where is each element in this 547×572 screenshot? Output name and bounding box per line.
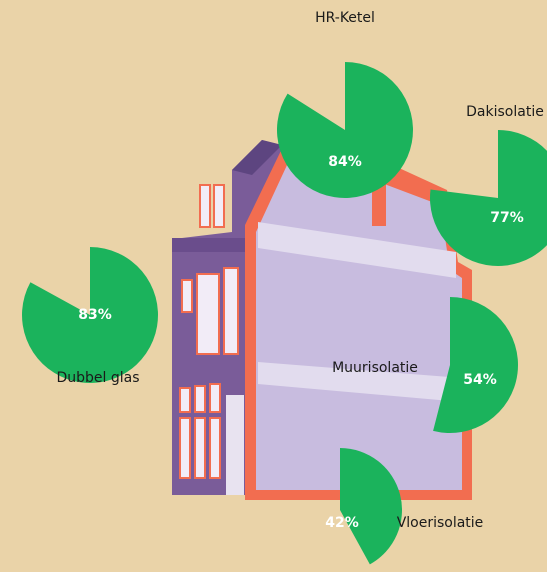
pie-title: HR-Ketel xyxy=(315,10,375,26)
value-label: 42% xyxy=(325,515,359,531)
chimney xyxy=(372,182,386,226)
house xyxy=(172,128,472,500)
pie-slice xyxy=(22,247,159,383)
cornice xyxy=(172,238,246,252)
value-label: 84% xyxy=(328,154,362,170)
value-label: 54% xyxy=(463,372,497,388)
windows xyxy=(179,184,239,479)
value-label: 83% xyxy=(78,307,112,323)
pie-title: Vloerisolatie xyxy=(397,515,484,531)
band xyxy=(258,362,462,402)
door xyxy=(226,395,244,495)
dormer-roof xyxy=(232,140,282,175)
value-label: 77% xyxy=(490,210,524,226)
pie-title: Muurisolatie xyxy=(332,360,418,376)
pie-slice xyxy=(340,448,402,565)
pie-title: Dubbel glas xyxy=(56,370,139,386)
band xyxy=(258,222,456,278)
pie-slice xyxy=(430,130,547,266)
pie-slice xyxy=(433,297,518,433)
pie-slice xyxy=(277,62,413,198)
pie-title: Dakisolatie xyxy=(466,104,544,120)
